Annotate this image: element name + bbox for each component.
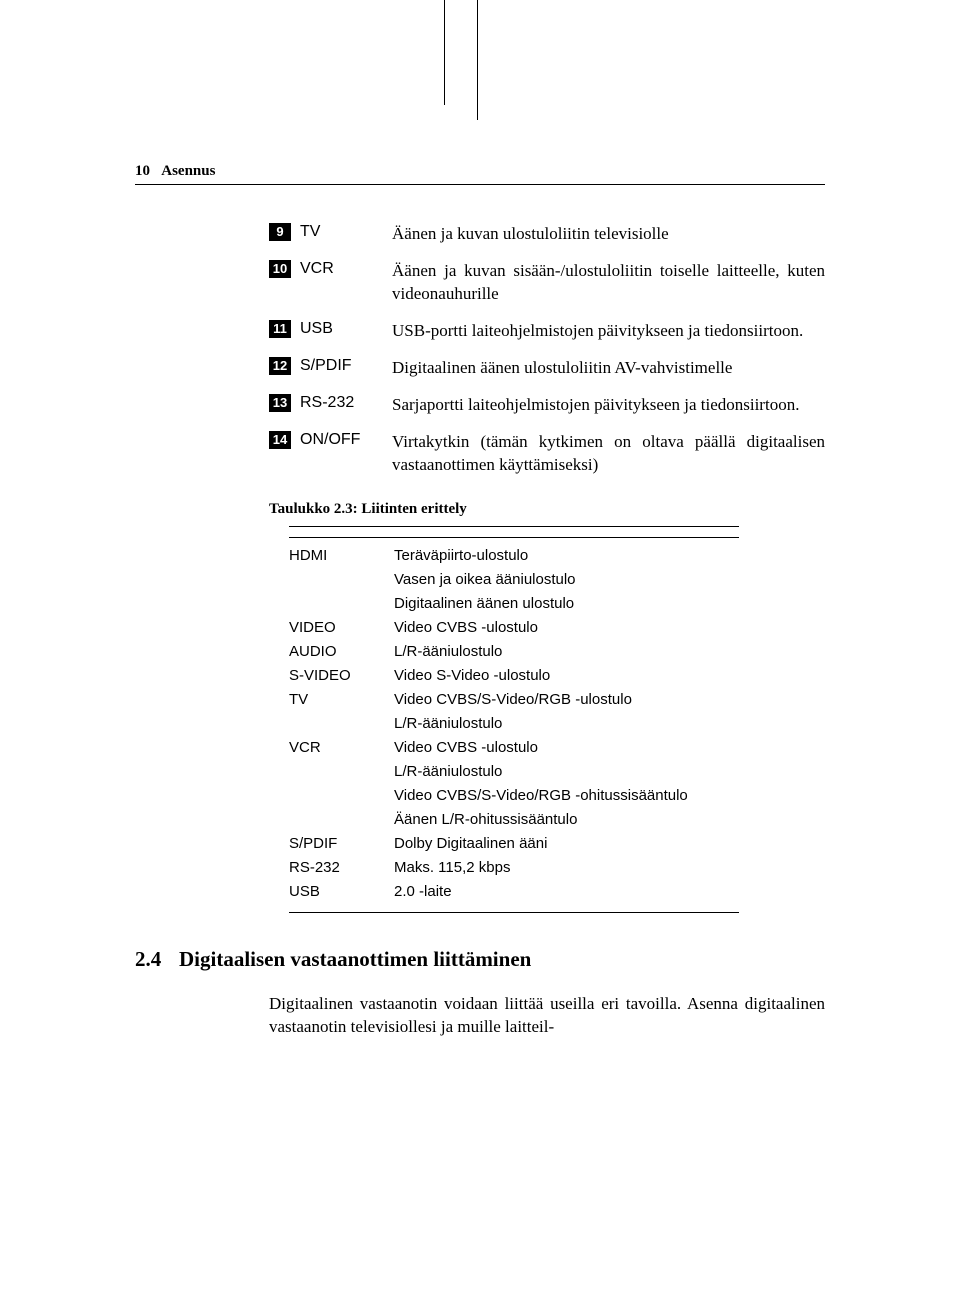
legend-row: 9 TVÄänen ja kuvan ulostuloliitin televis… bbox=[269, 223, 825, 246]
spec-label: VIDEO bbox=[289, 616, 394, 640]
spec-value: L/R-ääniulostulo bbox=[394, 760, 739, 784]
legend-label: S/PDIF bbox=[300, 357, 392, 375]
table-row: VIDEOVideo CVBS -ulostulo bbox=[289, 616, 739, 640]
spec-table: HDMITeräväpiirto-ulostuloVasen ja oikea … bbox=[289, 526, 739, 913]
spec-value: L/R-ääniulostulo bbox=[394, 640, 739, 664]
table-row: Video CVBS/S-Video/RGB -ohitussisääntulo bbox=[289, 784, 739, 808]
spec-value: L/R-ääniulostulo bbox=[394, 712, 739, 736]
spec-value: Vasen ja oikea ääniulostulo bbox=[394, 568, 739, 592]
table-row: VCRVideo CVBS -ulostulo bbox=[289, 736, 739, 760]
spec-label: RS-232 bbox=[289, 856, 394, 880]
table-row: Äänen L/R-ohitussisääntulo bbox=[289, 808, 739, 832]
spec-value: Maks. 115,2 kbps bbox=[394, 856, 739, 880]
table-row: S-VIDEOVideo S-Video -ulostulo bbox=[289, 664, 739, 688]
spec-label bbox=[289, 712, 394, 736]
spec-value: Digitaalinen äänen ulostulo bbox=[394, 592, 739, 616]
spec-value: Video S-Video -ulostulo bbox=[394, 664, 739, 688]
section-number: 2.4 bbox=[135, 947, 179, 972]
table-row: Digitaalinen äänen ulostulo bbox=[289, 592, 739, 616]
spec-label bbox=[289, 592, 394, 616]
legend-row: 11 USBUSB-portti laiteohjelmistojen päivi… bbox=[269, 320, 825, 343]
legend-number-box: 11 bbox=[269, 320, 291, 338]
legend-number-box: 13 bbox=[269, 394, 291, 412]
page-number: 10 bbox=[135, 163, 150, 179]
table-row: HDMITeräväpiirto-ulostulo bbox=[289, 544, 739, 568]
spec-label bbox=[289, 568, 394, 592]
legend-description: Virtakytkin (tämän kytkimen on oltava pä… bbox=[392, 431, 825, 477]
spec-value: 2.0 -laite bbox=[394, 880, 739, 904]
section-heading: 2.4 Digitaalisen vastaanottimen liittämi… bbox=[135, 947, 825, 972]
table-row: L/R-ääniulostulo bbox=[289, 712, 739, 736]
legend-number-box: 10 bbox=[269, 260, 291, 278]
table-row: S/PDIFDolby Digitaalinen ääni bbox=[289, 832, 739, 856]
spec-label: TV bbox=[289, 688, 394, 712]
page-content: 10 Asennus 9TVÄänen ja kuvan ulostulolii… bbox=[135, 163, 825, 1039]
legend-label: USB bbox=[300, 320, 392, 338]
table-row: Vasen ja oikea ääniulostulo bbox=[289, 568, 739, 592]
legend-number-box: 9 bbox=[269, 223, 291, 241]
crop-mark bbox=[477, 0, 478, 120]
chapter-name: Asennus bbox=[161, 163, 215, 179]
legend-row: 14 ON/OFFVirtakytkin (tämän kytkimen on o… bbox=[269, 431, 825, 477]
spec-label: S-VIDEO bbox=[289, 664, 394, 688]
connector-legend: 9 TVÄänen ja kuvan ulostuloliitin televis… bbox=[269, 223, 825, 477]
section-paragraph: Digitaalinen vastaanotin voidaan liittää… bbox=[269, 992, 825, 1040]
spec-value: Video CVBS/S-Video/RGB -ohitussisääntulo bbox=[394, 784, 739, 808]
table-row: TVVideo CVBS/S-Video/RGB -ulostulo bbox=[289, 688, 739, 712]
spec-label: HDMI bbox=[289, 544, 394, 568]
table-row: RS-232Maks. 115,2 kbps bbox=[289, 856, 739, 880]
spec-label bbox=[289, 808, 394, 832]
legend-label: RS-232 bbox=[300, 394, 392, 412]
section-title: Digitaalisen vastaanottimen liittäminen bbox=[179, 947, 531, 972]
page-header: 10 Asennus bbox=[135, 163, 825, 180]
table-row: AUDIOL/R-ääniulostulo bbox=[289, 640, 739, 664]
spec-label: AUDIO bbox=[289, 640, 394, 664]
spec-value: Teräväpiirto-ulostulo bbox=[394, 544, 739, 568]
table-row: L/R-ääniulostulo bbox=[289, 760, 739, 784]
legend-number-box: 14 bbox=[269, 431, 291, 449]
legend-description: USB-portti laiteohjelmistojen päivitykse… bbox=[392, 320, 825, 343]
spec-value: Video CVBS -ulostulo bbox=[394, 736, 739, 760]
legend-label: ON/OFF bbox=[300, 431, 392, 449]
legend-description: Äänen ja kuvan ulostuloliitin televisiol… bbox=[392, 223, 825, 246]
spec-label bbox=[289, 760, 394, 784]
legend-description: Äänen ja kuvan sisään-/ulostuloliitin to… bbox=[392, 260, 825, 306]
spec-table-body: HDMITeräväpiirto-ulostuloVasen ja oikea … bbox=[289, 537, 739, 904]
spec-label: S/PDIF bbox=[289, 832, 394, 856]
header-rule bbox=[135, 184, 825, 185]
legend-description: Digitaalinen äänen ulostuloliitin AV-vah… bbox=[392, 357, 825, 380]
main-content: 9TVÄänen ja kuvan ulostuloliitin televis… bbox=[135, 223, 825, 1039]
spec-value: Video CVBS -ulostulo bbox=[394, 616, 739, 640]
spec-label: VCR bbox=[289, 736, 394, 760]
legend-row: 13 RS-232Sarjaportti laiteohjelmistojen p… bbox=[269, 394, 825, 417]
legend-row: 12 S/PDIFDigitaalinen äänen ulostuloliiti… bbox=[269, 357, 825, 380]
spec-label: USB bbox=[289, 880, 394, 904]
crop-mark bbox=[444, 0, 445, 105]
legend-description: Sarjaportti laiteohjelmistojen päivityks… bbox=[392, 394, 825, 417]
spec-value: Video CVBS/S-Video/RGB -ulostulo bbox=[394, 688, 739, 712]
legend-label: VCR bbox=[300, 260, 392, 278]
spec-value: Dolby Digitaalinen ääni bbox=[394, 832, 739, 856]
spec-value: Äänen L/R-ohitussisääntulo bbox=[394, 808, 739, 832]
table-row: USB2.0 -laite bbox=[289, 880, 739, 904]
legend-row: 10 VCRÄänen ja kuvan sisään-/ulostuloliit… bbox=[269, 260, 825, 306]
legend-label: TV bbox=[300, 223, 392, 241]
table-caption: Taulukko 2.3: Liitinten erittely bbox=[269, 501, 825, 518]
spec-label bbox=[289, 784, 394, 808]
legend-number-box: 12 bbox=[269, 357, 291, 375]
